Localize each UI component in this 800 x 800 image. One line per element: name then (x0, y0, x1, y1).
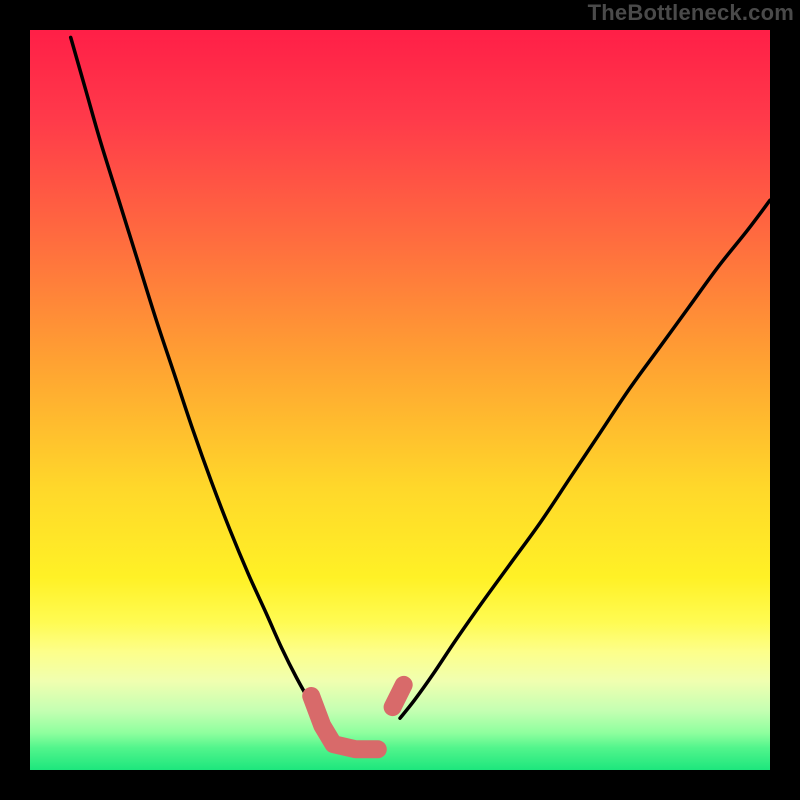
marker-bottom-bracket-left (311, 696, 378, 749)
curve-left-branch (71, 37, 323, 718)
marker-bottom-bracket-right (393, 685, 404, 707)
watermark-text: TheBottleneck.com (588, 0, 794, 26)
curve-layer (30, 30, 770, 770)
chart-frame: TheBottleneck.com (0, 0, 800, 800)
curve-right-branch (400, 200, 770, 718)
plot-area (30, 30, 770, 770)
